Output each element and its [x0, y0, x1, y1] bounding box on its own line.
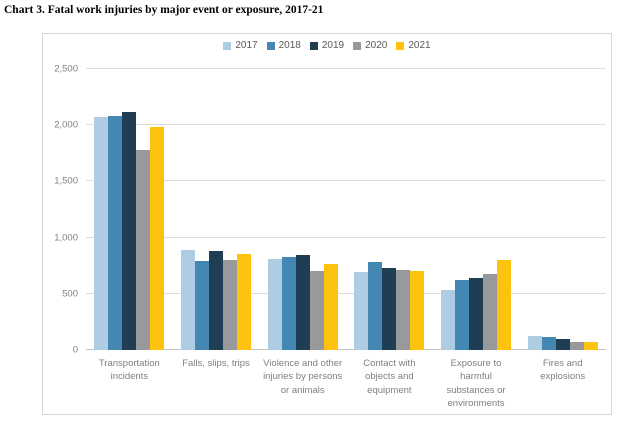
x-axis-label-fires-and-explosions: Fires and explosions	[540, 358, 586, 383]
gridline-500	[86, 292, 606, 294]
gridline-1500	[86, 180, 606, 182]
bar-2019-contact-with-objects-and-equipment	[382, 267, 397, 350]
bars-layer	[86, 69, 606, 350]
bar-2019-violence-and-other-injuries-by-persons-or-animals	[295, 255, 310, 350]
bar-2017-contact-with-objects-and-equipment	[354, 271, 369, 350]
bar-group-contact-with-objects-and-equipment	[346, 69, 433, 350]
plot-area: 0 500 1,000 1,500 2,000 2,500	[54, 64, 606, 356]
bar-group-fires-and-explosions	[519, 69, 606, 350]
bar-2018-contact-with-objects-and-equipment	[368, 261, 383, 350]
bar-2019-exposure-to-harmful-substances-or-environments	[469, 277, 484, 350]
bar-2021-exposure-to-harmful-substances-or-environments	[497, 260, 512, 350]
chart-title: Chart 3. Fatal work injuries by major ev…	[4, 4, 324, 16]
bar-2021-falls-slips-trips	[237, 254, 251, 350]
legend-swatch-2021	[396, 41, 405, 50]
legend-item-2021: 2021	[396, 40, 431, 51]
legend-swatch-2019	[309, 41, 318, 50]
y-tick-label-1-000: 1,000	[54, 232, 78, 244]
legend-item-2017: 2017	[223, 40, 258, 51]
bar-2018-exposure-to-harmful-substances-or-environments	[455, 280, 470, 350]
bar-2018-violence-and-other-injuries-by-persons-or-animals	[281, 256, 296, 350]
bar-2019-fires-and-explosions	[555, 338, 570, 350]
bar-2018-fires-and-explosions	[541, 337, 556, 350]
gridline-2000	[86, 124, 606, 126]
legend-swatch-2018	[266, 41, 275, 50]
legend-label-2019: 2019	[321, 40, 345, 51]
x-axis-labels: Transportation incidents Falls, slips, tr…	[86, 357, 606, 410]
legend-item-2020: 2020	[353, 40, 387, 51]
legend-label-2017: 2017	[235, 40, 258, 51]
gridline-1000	[86, 236, 606, 238]
bar-2018-transportation-incidents	[108, 116, 123, 350]
chart-frame: 2017 2018 2019 2020 2021 0 500 1,000 1,500 2,000…	[42, 33, 612, 415]
bar-2019-falls-slips-trips	[209, 251, 223, 350]
legend-label-2018: 2018	[278, 40, 301, 51]
x-axis-label-transportation-incidents: Transportation incidents	[98, 358, 160, 383]
bar-2017-exposure-to-harmful-substances-or-environments	[441, 290, 456, 350]
x-axis-label-falls-slips-trips: Falls, slips, trips	[182, 358, 250, 369]
bar-2021-violence-and-other-injuries-by-persons-or-animals	[323, 264, 338, 350]
legend-label-2021: 2021	[408, 40, 431, 51]
bar-2017-transportation-incidents	[94, 116, 109, 350]
bar-2020-transportation-incidents	[136, 150, 151, 350]
bar-2020-fires-and-explosions	[569, 341, 584, 350]
legend-swatch-2020	[353, 41, 362, 50]
y-tick-label-500: 500	[62, 288, 78, 300]
legend-label-2020: 2020	[365, 40, 388, 51]
bar-2021-transportation-incidents	[150, 127, 165, 350]
bar-2017-violence-and-other-injuries-by-persons-or-animals	[267, 259, 282, 350]
y-tick-label-2-000: 2,000	[54, 119, 78, 131]
bar-2020-contact-with-objects-and-equipment	[396, 269, 411, 350]
y-tick-label-2-500: 2,500	[54, 63, 78, 75]
legend-item-2018: 2018	[266, 40, 301, 51]
bar-2020-falls-slips-trips	[223, 259, 237, 350]
x-axis-label-violence-and-other-injuries-by-persons-or-animals: Violence and other injuries by persons o…	[263, 358, 343, 396]
bar-group-falls-slips-trips	[173, 69, 260, 350]
legend-swatch-2017	[223, 41, 232, 50]
bar-2021-fires-and-explosions	[583, 341, 598, 350]
bar-group-transportation-incidents	[86, 69, 173, 350]
bar-2021-contact-with-objects-and-equipment	[410, 270, 425, 350]
legend-item-2019: 2019	[309, 40, 345, 51]
bar-2018-falls-slips-trips	[195, 261, 209, 350]
bar-2020-violence-and-other-injuries-by-persons-or-animals	[309, 270, 324, 350]
bar-group-violence-and-other-injuries-by-persons-or-animals	[259, 69, 346, 350]
chart-legend: 2017 2018 2019 2020 2021	[43, 40, 611, 51]
bar-2020-exposure-to-harmful-substances-or-environments	[483, 274, 498, 350]
x-axis-label-exposure-to-harmful-substances-or-environments: Exposure to harmful substances or enviro…	[446, 358, 506, 409]
bar-group-exposure-to-harmful-substances-or-environments	[433, 69, 520, 350]
gridline-2500	[86, 68, 606, 69]
bar-2017-fires-and-explosions	[527, 336, 542, 350]
y-tick-label-1-500: 1,500	[54, 175, 78, 187]
bar-2019-transportation-incidents	[122, 111, 137, 350]
x-axis-line	[86, 349, 606, 350]
bar-2017-falls-slips-trips	[181, 250, 195, 350]
y-tick-label-0: 0	[72, 344, 78, 356]
x-axis-label-contact-with-objects-and-equipment: Contact with objects and equipment	[363, 358, 416, 396]
